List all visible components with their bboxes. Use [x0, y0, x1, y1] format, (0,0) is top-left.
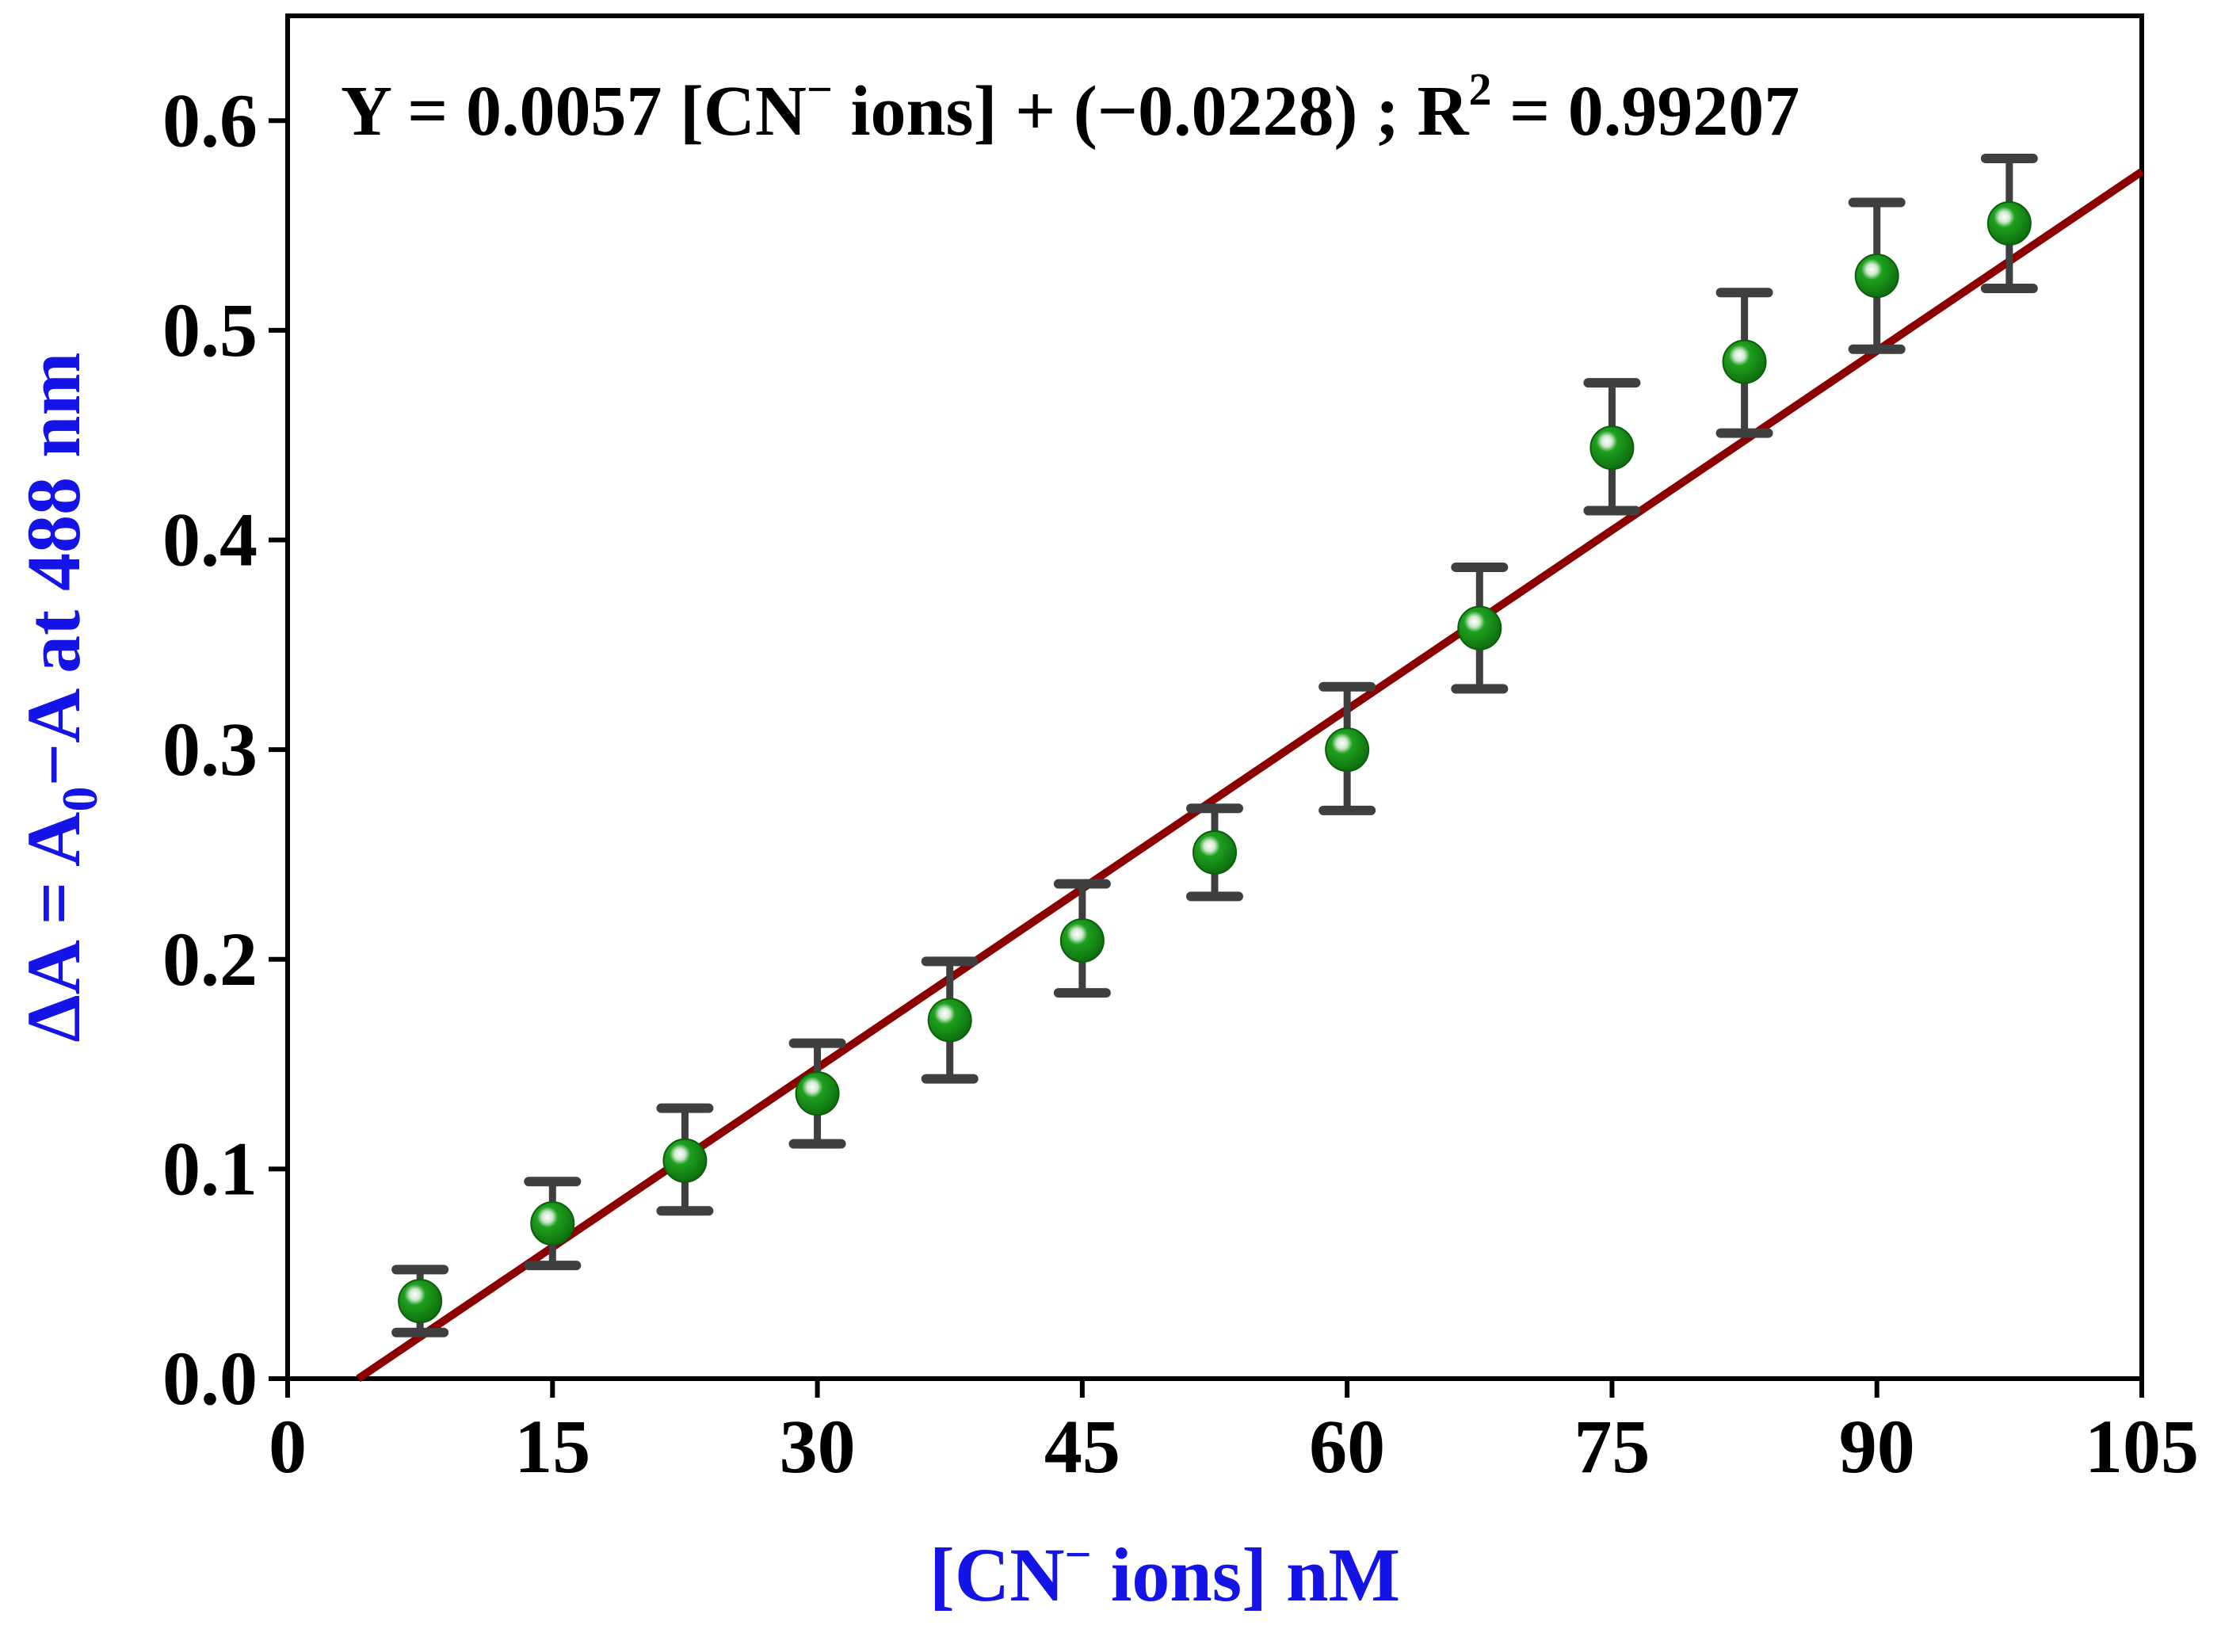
- y-tick-label: 0.2: [162, 917, 258, 1002]
- x-tick-label: 75: [1574, 1404, 1650, 1489]
- y-tick-label: 0.1: [162, 1126, 258, 1211]
- y-tick-label: 0.0: [162, 1336, 258, 1421]
- y-tick-label: 0.4: [162, 498, 258, 582]
- y-axis-title: ΔA = A0−A at 488 nm: [11, 352, 108, 1042]
- data-point: [662, 1138, 708, 1183]
- data-point: [927, 998, 972, 1043]
- data-point: [1193, 830, 1237, 875]
- data-point: [1986, 200, 2032, 246]
- fit-line: [356, 168, 2144, 1383]
- y-axis-ticks: 0.0 0.1 0.2 0.3 0.4 0.5 0.6: [162, 78, 288, 1421]
- data-point: [1325, 727, 1370, 773]
- x-tick-label: 0: [269, 1404, 307, 1489]
- data-point: [1457, 605, 1502, 650]
- equation-annotation: Y = 0.0057 [CN− ions] + (−0.0228) ; R2 =…: [341, 63, 1799, 151]
- x-axis-ticks: 0 15 30 45 60 75 90 105: [269, 1379, 2199, 1489]
- x-tick-label: 90: [1839, 1404, 1915, 1489]
- y-tick-label: 0.5: [162, 288, 258, 372]
- x-axis-title: [CN− ions] nM: [929, 1528, 1400, 1617]
- data-point: [530, 1201, 575, 1246]
- plot-area-frame: [285, 13, 2144, 1381]
- y-tick-label: 0.3: [162, 707, 258, 792]
- y-tick-label: 0.6: [162, 78, 258, 162]
- x-tick-label: 15: [514, 1404, 590, 1489]
- x-tick-label: 45: [1044, 1404, 1120, 1489]
- fit-line-layer: [356, 168, 2144, 1383]
- x-tick-label: 30: [780, 1404, 856, 1489]
- data-point: [1059, 918, 1105, 963]
- x-tick-label: 105: [2085, 1404, 2199, 1489]
- data-point: [1854, 254, 1899, 299]
- data-point: [1722, 339, 1767, 384]
- data-point: [795, 1071, 840, 1116]
- data-point: [1589, 425, 1635, 471]
- data-points: [398, 200, 2032, 1324]
- x-tick-label: 60: [1309, 1404, 1385, 1489]
- data-point: [398, 1279, 443, 1324]
- error-bars: [391, 153, 2038, 1337]
